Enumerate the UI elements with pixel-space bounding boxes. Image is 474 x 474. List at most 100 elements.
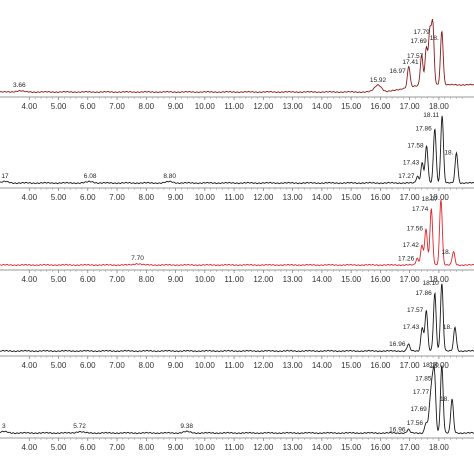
x-tick-label: 16.00 [370, 275, 391, 284]
trace-line [0, 365, 474, 435]
x-tick-label: 6.00 [80, 443, 96, 452]
x-tick-label: 10.00 [195, 443, 216, 452]
peak-label: 17.43 [403, 324, 420, 331]
x-tick-label: 14.00 [312, 361, 333, 370]
x-tick-label: 8.00 [139, 443, 155, 452]
trace-line [0, 19, 474, 94]
peak-label: 18. [444, 149, 453, 156]
x-tick-label: 9.00 [168, 193, 184, 202]
x-tick-label: 8.00 [139, 102, 155, 111]
x-tick-label: 14.00 [312, 102, 333, 111]
x-tick-label: 7.00 [109, 361, 125, 370]
x-tick-label: 12.00 [253, 275, 274, 284]
x-tick-label: 12.00 [253, 443, 274, 452]
peak-label: 17.57 [407, 53, 424, 60]
peak-label: 17.86 [416, 290, 433, 297]
x-tick-label: 11.00 [224, 361, 244, 370]
x-tick-label: 18.00 [429, 275, 450, 284]
peak-label: 3 [2, 423, 6, 430]
x-tick-label: 16.00 [370, 443, 391, 452]
x-tick-label: 7.00 [109, 193, 125, 202]
x-tick-label: 17.00 [400, 275, 421, 284]
x-tick-label: 7.00 [109, 275, 125, 284]
x-tick-label: 13.00 [283, 102, 304, 111]
peak-label: 17.58 [407, 143, 424, 150]
x-tick-label: 9.00 [168, 102, 184, 111]
x-tick-label: 13.00 [283, 275, 304, 284]
peak-label: 17.77 [413, 389, 430, 396]
x-tick-label: 16.00 [370, 102, 391, 111]
x-tick-label: 14.00 [312, 443, 333, 452]
chart-panel-3: 4.00 5.00 6.00 7.00 8.00 9.00 10.00 11.00 12.00 1… [0, 196, 474, 284]
x-tick-label: 4.00 [21, 193, 37, 202]
x-tick-label: 11.00 [224, 102, 244, 111]
trace-line [0, 199, 474, 267]
x-tick-label: 4.00 [21, 102, 37, 111]
peak-label: 5.72 [73, 423, 86, 430]
x-tick-label: 9.00 [168, 361, 184, 370]
peak-label: 18.11 [423, 112, 439, 119]
peak-label: 18. [430, 35, 439, 42]
x-tick-label: 10.00 [195, 275, 216, 284]
x-tick-label: 12.00 [253, 102, 274, 111]
x-tick-label: 15.00 [341, 361, 362, 370]
x-tick-label: 15.00 [341, 275, 362, 284]
x-tick-label: 8.00 [139, 275, 155, 284]
x-tick-label: 7.00 [109, 102, 125, 111]
peak-label: 16.96 [389, 427, 406, 434]
x-tick-label: 12.00 [253, 361, 274, 370]
peak-label: 18. [440, 396, 449, 403]
x-tick-label: 6.00 [80, 275, 96, 284]
x-tick-label: 10.00 [195, 193, 216, 202]
x-tick-label: 13.00 [283, 193, 304, 202]
peak-label: 17.74 [412, 206, 429, 213]
x-tick-label: 5.00 [51, 275, 67, 284]
x-tick-label: 6.00 [80, 361, 96, 370]
x-tick-label: 4.00 [21, 361, 37, 370]
x-tick-label: 15.00 [341, 102, 362, 111]
peak-label: 17.43 [403, 160, 420, 167]
x-tick-label: 10.00 [195, 361, 216, 370]
x-tick-label: 12.00 [253, 193, 274, 202]
peak-label: 17.56 [407, 226, 424, 233]
x-tick-label: 5.00 [51, 443, 67, 452]
peak-label: 7.70 [131, 255, 144, 262]
peak-label: 18. [443, 324, 452, 331]
x-tick-label: 4.00 [21, 443, 37, 452]
peak-label: 17.27 [398, 173, 415, 180]
peak-label: 17.69 [411, 38, 428, 45]
peak-label: 6.08 [84, 173, 97, 180]
peak-label: 17.57 [407, 307, 424, 314]
x-tick-label: 17.00 [400, 102, 421, 111]
chart-panel-2: 4.00 5.00 6.00 7.00 8.00 9.00 10.00 11.00 12.00 1… [0, 112, 474, 202]
peak-label: 17.79 [413, 29, 430, 36]
x-tick-label: 17.00 [400, 443, 421, 452]
x-tick-label: 18.00 [429, 193, 450, 202]
x-tick-label: 10.00 [195, 102, 216, 111]
x-tick-label: 17.00 [400, 361, 421, 370]
peak-label: 9.38 [180, 423, 193, 430]
x-tick-label: 16.00 [370, 361, 391, 370]
peak-label: 18.10 [423, 280, 440, 287]
x-tick-label: 8.00 [139, 361, 155, 370]
peak-label: 3.66 [13, 82, 26, 89]
peak-label: 17.56 [407, 420, 424, 427]
x-tick-label: 7.00 [109, 443, 125, 452]
x-tick-label: 15.00 [341, 443, 362, 452]
x-tick-label: 16.00 [370, 193, 391, 202]
peak-label: 17.42 [403, 242, 420, 249]
peak-label: 17.86 [416, 126, 433, 133]
x-tick-label: 18.00 [429, 443, 450, 452]
peak-label: 16.97 [389, 68, 406, 75]
peak-label: 17 [1, 173, 9, 180]
peak-label: 17.69 [411, 406, 428, 413]
x-tick-label: 13.00 [283, 361, 304, 370]
x-tick-label: 9.00 [168, 275, 184, 284]
x-tick-label: 9.00 [168, 443, 184, 452]
x-tick-label: 17.00 [400, 193, 421, 202]
x-tick-label: 5.00 [51, 102, 67, 111]
x-tick-label: 14.00 [312, 275, 333, 284]
peak-label: 17.26 [398, 255, 415, 262]
x-tick-label: 14.00 [312, 193, 333, 202]
